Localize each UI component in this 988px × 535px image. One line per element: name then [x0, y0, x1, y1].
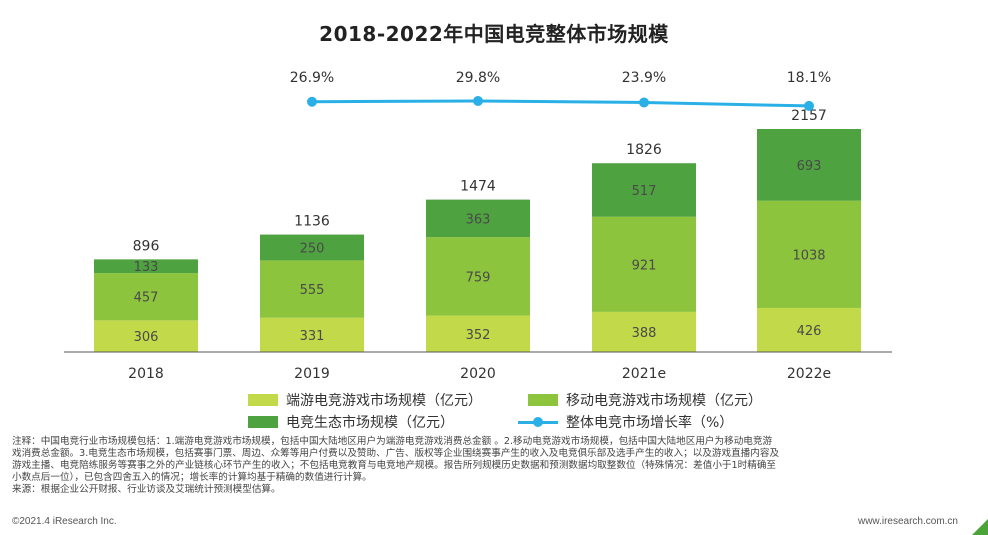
legend-item-pc-esports: 端游电竞游戏市场规模（亿元） [248, 390, 482, 410]
x-tick-label: 2019 [294, 366, 330, 382]
bar-value-label-mobile-esports: 921 [632, 258, 657, 273]
bar-value-label-ecosystem: 250 [300, 241, 325, 256]
x-tick-label: 2022e [787, 366, 831, 382]
growth-rate-point [639, 97, 649, 108]
bar-value-label-pc-esports: 426 [797, 324, 822, 339]
corner-decoration [972, 519, 988, 535]
legend-line-growth-rate [518, 416, 558, 428]
bar-value-label-pc-esports: 331 [300, 329, 325, 344]
source-line: 来源：根据企业公开财报、行业访谈及艾瑞统计预测模型估算。 [12, 484, 281, 495]
note-line: 小数点后一位），已包含四舍五入的情况；增长率的计算均基于精确的数值进行计算。 [12, 472, 372, 483]
bar-segment-ecosystem [592, 163, 696, 217]
growth-rate-label: 23.9% [622, 70, 666, 86]
legend-item-mobile-esports: 移动电竞游戏市场规模（亿元） [528, 390, 762, 410]
bar-value-label-ecosystem: 133 [134, 260, 159, 275]
legend-label-ecosystem: 电竞生态市场规模（亿元） [286, 415, 454, 431]
bar-value-label-mobile-esports: 457 [134, 291, 159, 306]
legend-swatch-pc-esports [248, 394, 278, 406]
legend-label-growth-rate: 整体电竞市场增长率（%） [566, 415, 734, 431]
legend-item-growth-rate: 整体电竞市场增长率（%） [518, 412, 733, 432]
bar-segment-mobile-esports [757, 200, 861, 308]
bar-value-label-pc-esports: 352 [466, 328, 491, 343]
growth-rate-point [307, 96, 317, 107]
note-line: 戏消费总金额。3.电竞生态市场规模，包括赛事门票、周边、众筹等用户付费以及赞助、… [12, 448, 780, 459]
x-tick-label: 2021e [622, 366, 666, 382]
growth-rate-line [311, 99, 810, 108]
notes: 注释：中国电竞行业市场规模包括：1.端游电竞游戏市场规模，包括中国大陆地区用户为… [12, 436, 974, 496]
legend-swatch-ecosystem [248, 416, 278, 428]
x-tick-label: 2018 [128, 366, 164, 382]
bar-segment-pc-esports [426, 315, 530, 352]
bar-value-label-mobile-esports: 1038 [792, 248, 825, 263]
stacked-bar-chart: 306 457 133 896 2018 331 555 250 1136 2019 352 759 3… [64, 70, 892, 382]
bar-total-label: 2157 [791, 108, 827, 124]
bar-segment-ecosystem [757, 129, 861, 201]
bar-total-label: 1136 [294, 214, 330, 230]
bar-segment-pc-esports [94, 320, 198, 352]
legend-item-ecosystem: 电竞生态市场规模（亿元） [248, 412, 454, 432]
legend-swatch-mobile-esports [528, 394, 558, 406]
bar-segment-ecosystem [426, 199, 530, 238]
bar-value-label-mobile-esports: 555 [300, 283, 325, 298]
bar-segment-ecosystem [260, 234, 364, 261]
growth-rate-point [804, 100, 814, 111]
growth-rate-label: 18.1% [787, 70, 831, 86]
note-line: 游戏主播、电竞陪练服务等赛事之外的产业链核心环节产生的收入；不包括电竞教育与电竞… [12, 460, 777, 471]
bar-segment-mobile-esports [260, 260, 364, 318]
bar-value-label-pc-esports: 388 [632, 326, 657, 341]
bar-value-label-ecosystem: 363 [466, 212, 491, 227]
bar-value-label-pc-esports: 306 [134, 330, 159, 345]
bar-value-label-ecosystem: 517 [632, 184, 657, 199]
growth-rate-point [473, 96, 483, 106]
legend-label-pc-esports: 端游电竞游戏市场规模（亿元） [286, 393, 482, 409]
bar-total-label: 1474 [460, 179, 496, 195]
bar-segment-pc-esports [592, 311, 696, 352]
bar-segment-mobile-esports [94, 273, 198, 321]
legend-label-mobile-esports: 移动电竞游戏市场规模（亿元） [566, 393, 762, 409]
bar-segment-mobile-esports [592, 216, 696, 312]
bar-total-label: 1826 [626, 142, 662, 158]
bar-value-label-ecosystem: 693 [797, 159, 822, 174]
growth-rate-label: 26.9% [290, 70, 334, 86]
bar-segment-pc-esports [260, 317, 364, 352]
bar-segment-ecosystem [94, 259, 198, 274]
bar-value-label-mobile-esports: 759 [466, 270, 491, 285]
website-link[interactable]: www.iresearch.com.cn [857, 516, 958, 527]
bar-total-label: 896 [133, 238, 160, 254]
x-tick-label: 2020 [460, 366, 496, 382]
chart-title: 2018-2022年中国电竞整体市场规模 [319, 22, 669, 46]
bar-segment-pc-esports [757, 307, 861, 352]
note-line: 注释：中国电竞行业市场规模包括：1.端游电竞游戏市场规模，包括中国大陆地区用户为… [12, 436, 773, 447]
growth-rate-label: 29.8% [456, 70, 500, 86]
copyright: ©2021.4 iResearch Inc. [12, 516, 117, 527]
bar-segment-mobile-esports [426, 237, 530, 316]
